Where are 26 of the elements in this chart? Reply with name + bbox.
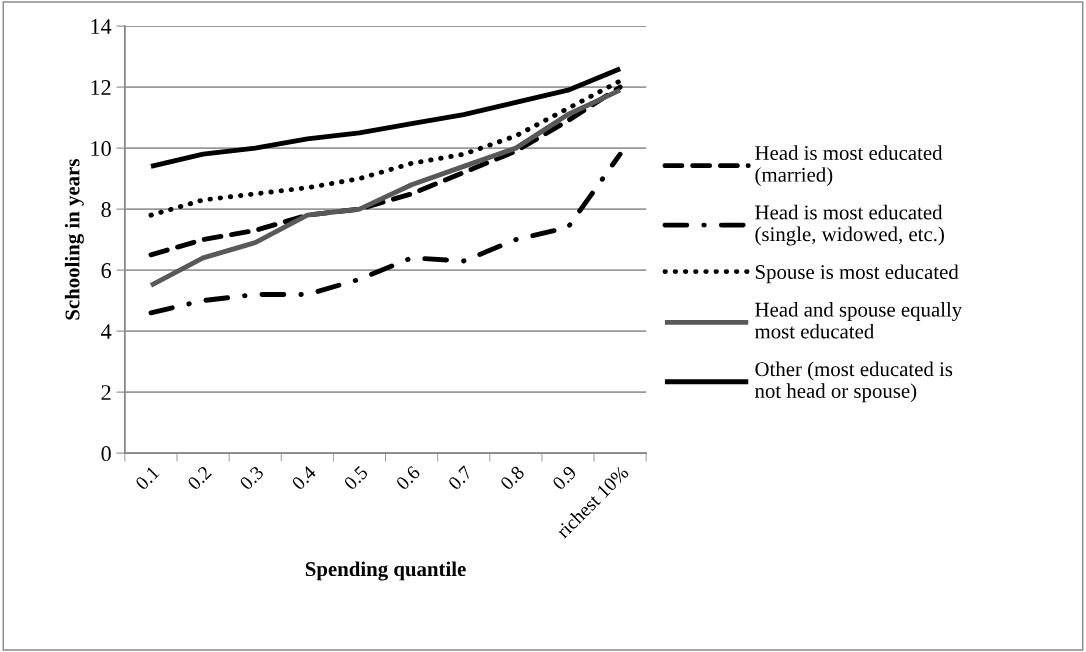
y-tick-label: 2	[101, 385, 111, 400]
legend-label: Head and spouse equally most educated	[754, 302, 963, 339]
y-tick-label: 6	[101, 263, 112, 279]
x-axis-title: Spending quantile	[305, 561, 466, 581]
legend-label: Other (most educated is not head or spouse)	[754, 361, 953, 403]
y-tick-label: 14	[91, 19, 112, 34]
legend-label: Spouse is most educated	[755, 264, 959, 284]
x-tick-label: 0.4	[291, 464, 317, 491]
x-tick-label: 0.3	[238, 465, 265, 491]
x-tick-label: 0.2	[186, 465, 213, 491]
legend-label: Head is most educated (single, widowed, etc.)	[755, 204, 944, 246]
y-tick-label: 4	[101, 324, 112, 339]
x-tick-label: 0.9	[551, 465, 578, 491]
line-series	[148, 66, 623, 169]
x-tick-label: 0.7	[447, 465, 474, 491]
legend-label: Head is most educated (married)	[755, 145, 943, 187]
y-tick-label: 8	[101, 202, 111, 218]
y-tick-label: 0	[101, 446, 111, 462]
x-tick-label: 0.1	[134, 465, 160, 491]
y-axis-title: Schooling in years	[64, 159, 84, 320]
y-tick-label: 12	[91, 80, 111, 95]
line-series	[148, 151, 623, 316]
x-tick-label: 0.8	[499, 465, 526, 491]
y-tick-label: 10	[91, 141, 111, 157]
x-tick-label: 0.6	[395, 465, 421, 491]
x-tick-label: 0.5	[343, 465, 369, 491]
